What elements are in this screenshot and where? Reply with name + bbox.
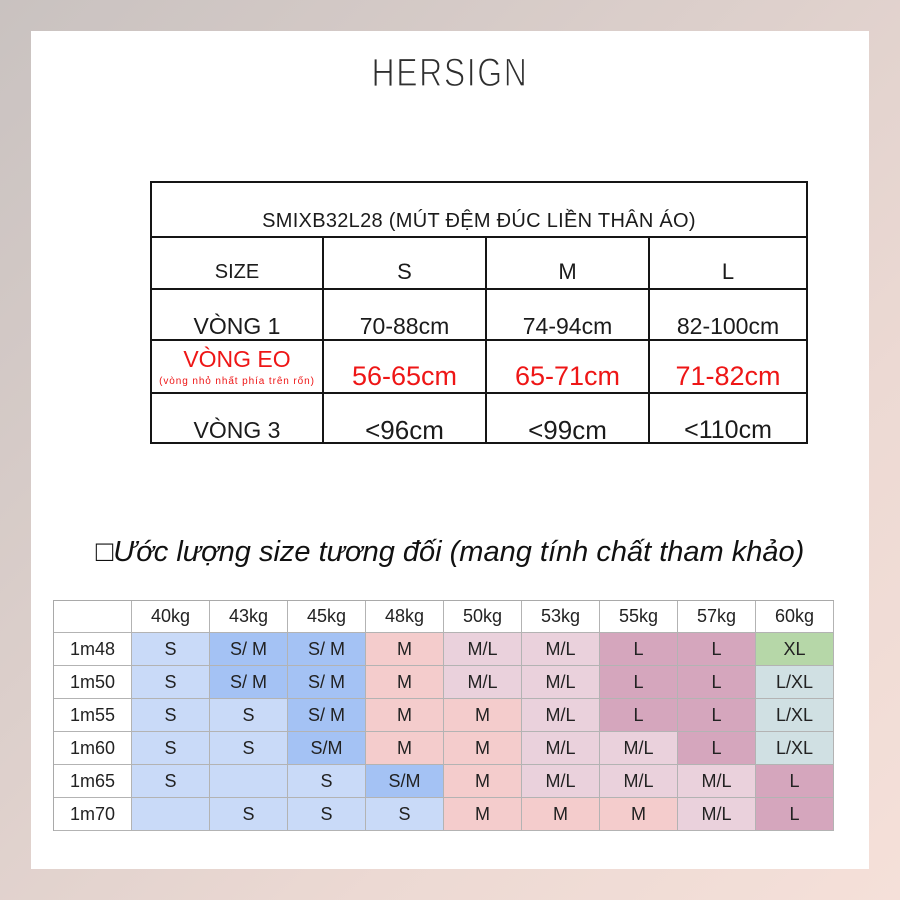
size-cell: L/XL: [756, 699, 834, 732]
weight-header: 57kg: [678, 601, 756, 633]
size-cell: S: [210, 699, 288, 732]
measure-row-waist: VÒNG EO (vòng nhỏ nhất phía trên rốn) 56…: [152, 339, 806, 392]
size-cell: M: [600, 798, 678, 831]
measure-value-m: <99cm: [485, 394, 648, 443]
measure-label: VÒNG 3: [193, 417, 281, 443]
size-cell: L: [678, 732, 756, 765]
size-cell: M/L: [522, 666, 600, 699]
measure-label-cell: VÒNG EO (vòng nhỏ nhất phía trên rốn): [152, 341, 322, 392]
size-cell: M/L: [600, 732, 678, 765]
size-header-label: SIZE: [214, 261, 260, 283]
measure-value-s: 56-65cm: [322, 341, 485, 392]
size-cell: M/L: [522, 732, 600, 765]
size-header-row: SIZE S M L: [152, 236, 806, 288]
size-cell: M/L: [678, 798, 756, 831]
size-cell: M: [444, 699, 522, 732]
size-cell: S: [210, 732, 288, 765]
size-cell: L/XL: [756, 732, 834, 765]
measure-note: (vòng nhỏ nhất phía trên rốn): [159, 376, 315, 387]
size-cell: [132, 798, 210, 831]
size-cell: S/ M: [210, 666, 288, 699]
size-cell: S: [366, 798, 444, 831]
size-cell: M: [366, 666, 444, 699]
size-cell: XL: [756, 633, 834, 666]
size-cell: L: [600, 666, 678, 699]
size-cell: S/ M: [288, 633, 366, 666]
measure-row-hip: VÒNG 3 <96cm <99cm <110cm: [152, 392, 806, 443]
size-cell: S/M: [288, 732, 366, 765]
size-header-s: S: [322, 238, 485, 288]
measure-value-s: 70-88cm: [322, 290, 485, 339]
size-cell: M: [366, 732, 444, 765]
measure-label: VÒNG EO: [183, 346, 291, 372]
size-cell: L: [600, 633, 678, 666]
size-cell: M/L: [600, 765, 678, 798]
weight-header: 43kg: [210, 601, 288, 633]
size-cell: M/L: [444, 633, 522, 666]
size-cell: M: [444, 732, 522, 765]
size-cell: M/L: [678, 765, 756, 798]
size-cell: L: [678, 666, 756, 699]
height-label: 1m70: [54, 798, 132, 831]
size-cell: S: [132, 699, 210, 732]
size-cell: M: [444, 765, 522, 798]
weight-header: 45kg: [288, 601, 366, 633]
size-cell: L: [600, 699, 678, 732]
grid-corner-cell: [54, 601, 132, 633]
height-label: 1m60: [54, 732, 132, 765]
size-cell: L: [756, 765, 834, 798]
size-cell: S: [132, 732, 210, 765]
weight-header: 53kg: [522, 601, 600, 633]
weight-header: 60kg: [756, 601, 834, 633]
height-label: 1m55: [54, 699, 132, 732]
size-cell: L: [678, 699, 756, 732]
measure-value-m: 74-94cm: [485, 290, 648, 339]
size-cell: M/L: [522, 699, 600, 732]
size-header-l: L: [648, 238, 806, 288]
size-header-m: M: [485, 238, 648, 288]
size-cell: M/L: [444, 666, 522, 699]
height-label: 1m65: [54, 765, 132, 798]
measure-row-bust: VÒNG 1 70-88cm 74-94cm 82-100cm: [152, 288, 806, 339]
size-cell: S: [132, 765, 210, 798]
size-cell: S: [288, 798, 366, 831]
weight-header: 50kg: [444, 601, 522, 633]
measure-value-s: <96cm: [322, 394, 485, 443]
size-cell: [210, 765, 288, 798]
size-cell: M/L: [522, 633, 600, 666]
size-cell: M: [444, 798, 522, 831]
measure-value-m: 65-71cm: [485, 341, 648, 392]
size-cell: S: [132, 633, 210, 666]
size-cell: S/ M: [288, 666, 366, 699]
estimate-heading: □Ước lượng size tương đối (mang tính chấ…: [95, 536, 805, 568]
weight-header: 48kg: [366, 601, 444, 633]
size-cell: M: [366, 633, 444, 666]
height-label: 1m48: [54, 633, 132, 666]
weight-header: 55kg: [600, 601, 678, 633]
size-cell: M: [522, 798, 600, 831]
size-cell: S/ M: [288, 699, 366, 732]
measure-value-l: 71-82cm: [648, 341, 806, 392]
size-cell: S: [132, 666, 210, 699]
measure-value-l: <110cm: [648, 394, 806, 443]
measure-label: VÒNG 1: [193, 313, 281, 339]
size-table-title: SMIXB32L28 (MÚT ĐỆM ĐÚC LIỀN THÂN ÁO): [262, 210, 696, 232]
size-cell: L: [678, 633, 756, 666]
size-cell: M: [366, 699, 444, 732]
height-label: 1m50: [54, 666, 132, 699]
size-cell: S: [210, 798, 288, 831]
weight-header: 40kg: [132, 601, 210, 633]
size-cell: L: [756, 798, 834, 831]
size-cell: S/ M: [210, 633, 288, 666]
size-cell: S: [288, 765, 366, 798]
measure-value-l: 82-100cm: [648, 290, 806, 339]
size-cell: S/M: [366, 765, 444, 798]
size-cell: M/L: [522, 765, 600, 798]
brand-logo: HERSIGN: [371, 51, 529, 95]
size-estimate-grid: 40kg 43kg 45kg 48kg 50kg 53kg 55kg 57kg 60kg 1m48…: [53, 600, 834, 831]
size-table: SMIXB32L28 (MÚT ĐỆM ĐÚC LIỀN THÂN ÁO) SI…: [150, 181, 808, 444]
size-cell: L/XL: [756, 666, 834, 699]
